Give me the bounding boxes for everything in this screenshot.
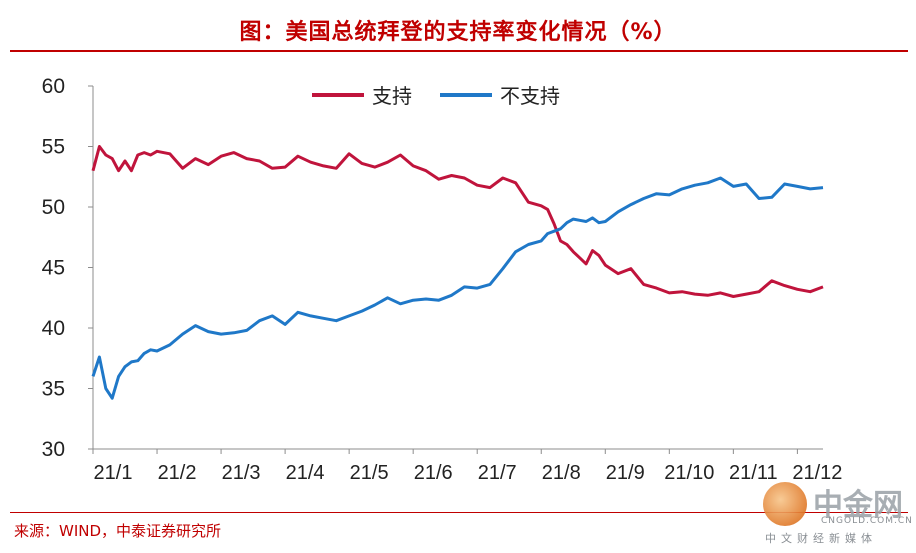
x-axis: 21/1 21/2 21/3 21/4 21/5 21/6 21/7 21/8 21/9 21/1… — [92, 448, 842, 484]
x-tick-label: 21/8 — [542, 462, 581, 484]
legend: 支持 不支持 — [312, 85, 560, 108]
x-tick-label: 21/1 — [94, 462, 133, 484]
coin-icon — [763, 482, 807, 526]
x-tick-label: 21/5 — [350, 462, 389, 484]
legend-label: 不支持 — [500, 85, 560, 108]
watermark-domain: CNGOLD.COM.CN — [821, 516, 913, 526]
x-tick-label: 21/10 — [664, 462, 714, 484]
watermark-name: 中金网 — [813, 488, 903, 523]
y-tick-label: 60 — [42, 75, 65, 98]
y-tick-label: 40 — [42, 317, 65, 340]
x-tick-label: 21/2 — [158, 462, 197, 484]
y-tick-label: 30 — [42, 438, 65, 461]
watermark-logo: 中金网 CNGOLD.COM.CN 中文财经新媒体 — [757, 474, 913, 550]
x-tick-label: 21/9 — [606, 462, 645, 484]
y-tick-label: 45 — [42, 257, 65, 280]
source-note: 来源：WIND，中泰证券研究所 — [14, 522, 222, 540]
y-tick-label: 50 — [42, 196, 65, 219]
watermark-tagline: 中文财经新媒体 — [765, 532, 877, 545]
legend-label: 支持 — [372, 85, 412, 108]
x-tick-label: 21/6 — [414, 462, 453, 484]
footer-divider — [10, 512, 908, 513]
chart-title: 图：美国总统拜登的支持率变化情况（%） — [239, 20, 677, 45]
y-axis: 30 35 40 45 50 55 60 — [42, 75, 94, 461]
x-tick-label: 21/3 — [222, 462, 261, 484]
x-tick-label: 21/7 — [478, 462, 517, 484]
title-divider — [10, 50, 908, 52]
series-line-support — [91, 145, 824, 298]
y-tick-label: 35 — [42, 378, 65, 401]
series-line-oppose — [91, 176, 824, 400]
x-tick-label: 21/4 — [286, 462, 325, 484]
x-tick-label: 21/12 — [792, 462, 842, 484]
series-lines — [91, 145, 824, 400]
x-tick-label: 21/11 — [729, 462, 778, 484]
y-tick-label: 55 — [42, 136, 65, 159]
